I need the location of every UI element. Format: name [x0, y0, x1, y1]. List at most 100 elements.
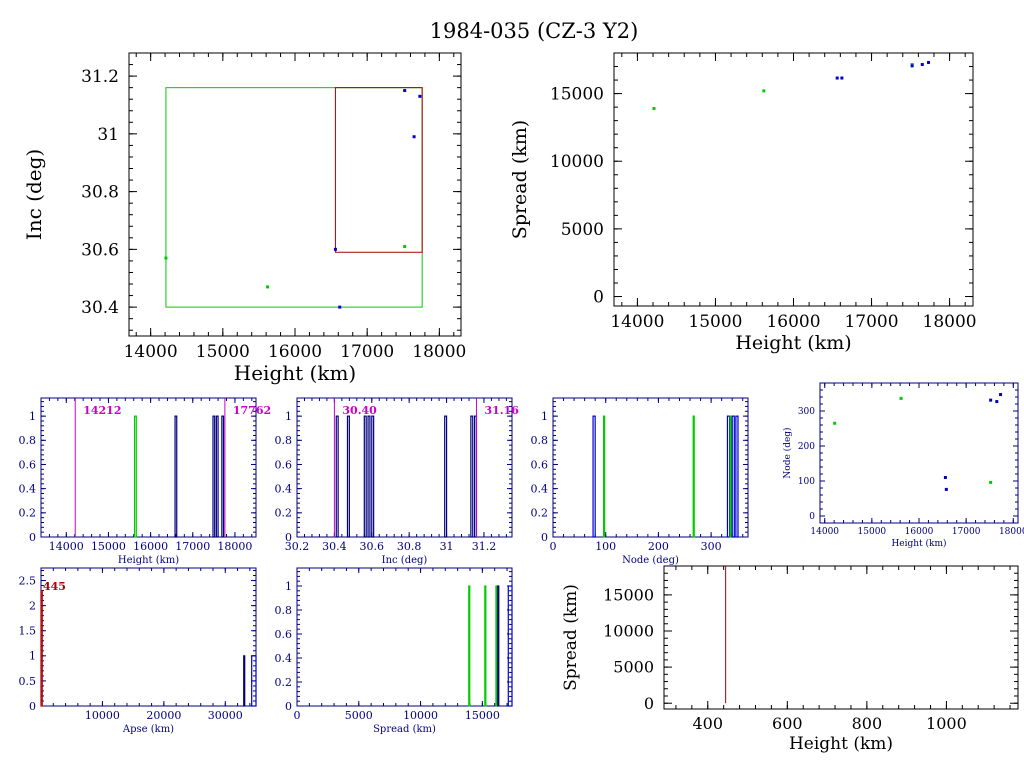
x-tick-label: 16000: [766, 312, 820, 332]
data-point-blue: [995, 400, 999, 404]
x-tick-label: 10000: [403, 709, 438, 722]
chart-hist_node: 0 100 200 300 0 0.2 0.4 0.6 0.8 1 Node (deg): [531, 397, 749, 566]
x-tick-label: 15000: [196, 342, 250, 362]
x-tick-label: 1000: [926, 714, 967, 733]
data-point-blue: [418, 94, 422, 98]
chart-hist_spread: 0 5000 10000 15000 0 0.2 0.4 0.6 0.8 1 Spread (km): [275, 567, 513, 735]
histogram-bar: [174, 415, 178, 538]
x-tick-label: 0: [294, 709, 301, 722]
y-axis-label: Inc (deg): [22, 149, 46, 240]
data-point-blue: [910, 64, 914, 68]
y-tick-label: 5000: [561, 220, 604, 240]
x-tick-label: 30.4: [322, 540, 347, 553]
histogram-bar: [221, 415, 225, 538]
y-tick-label: 0.2: [19, 507, 37, 520]
data-point-blue: [943, 476, 947, 479]
y-tick-label: 10000: [603, 622, 654, 641]
histogram-bar: [592, 415, 596, 538]
histogram-bar: [729, 415, 732, 538]
x-tick-label: 17000: [340, 342, 394, 362]
y-tick-label: 2.5: [19, 574, 37, 587]
x-tick-label: 14000: [124, 342, 178, 362]
apse-annotation: 445: [43, 580, 66, 593]
x-tick-label: 14000: [610, 312, 664, 332]
range-box-green: [165, 87, 423, 308]
chart-hist_inc: 30.2 30.4 30.6 30.8 31 31.2 0 0.2 0.4 0.6 0.8 1 Inc …: [275, 397, 519, 566]
histogram-bar: [371, 415, 375, 538]
y-tick-label: 0.4: [19, 483, 37, 496]
y-tick-label: 0.6: [19, 458, 37, 471]
data-point-green: [164, 256, 168, 260]
x-tick-label: 5000: [345, 709, 373, 722]
y-tick-label: 15000: [550, 85, 604, 105]
y-tick-label: 1: [541, 410, 548, 423]
chart-inc_vs_height: 14000 15000 16000 17000 18000 30.4 30.6 30.8 31 3…: [22, 52, 466, 385]
x-axis-label: Height (km): [118, 555, 179, 566]
y-tick-label: 1: [29, 410, 36, 423]
x-axis-label: Apse (km): [122, 724, 174, 735]
x-tick-label: 18000: [999, 527, 1024, 537]
x-tick-label: 18000: [923, 312, 977, 332]
data-point-blue: [999, 393, 1003, 397]
y-axis-label: Spread (km): [561, 584, 581, 691]
x-tick-label: 30000: [208, 709, 243, 722]
histogram-bar: [731, 415, 735, 538]
x-axis-label: Node (deg): [622, 555, 679, 566]
plot-frame: [40, 567, 257, 707]
data-point-blue: [338, 305, 342, 309]
y-tick-label: 0: [644, 694, 654, 713]
histogram-bar: [335, 415, 339, 538]
x-tick-label: 31: [440, 540, 454, 553]
histogram-bar: [497, 585, 500, 707]
x-axis-label: Height (km): [891, 538, 946, 549]
plot-frame: [552, 397, 749, 538]
y-tick-label: 5000: [613, 658, 654, 677]
histogram-bar: [726, 415, 731, 538]
x-axis-label: Height (km): [234, 361, 356, 385]
data-point-blue: [840, 76, 844, 80]
y-tick-label: 0.2: [531, 507, 549, 520]
page-title: 1984-035 (CZ-3 Y2): [430, 19, 639, 43]
x-axis-label: Spread (km): [373, 724, 436, 735]
x-tick-label: 17000: [844, 312, 898, 332]
histogram-bar: [212, 415, 216, 538]
histogram-bar: [470, 415, 474, 538]
y-tick-label: 15000: [603, 585, 654, 604]
x-tick-label: 400: [692, 714, 723, 733]
histogram-bar: [444, 415, 448, 538]
data-point-blue: [989, 398, 993, 402]
y-tick-label: 0.4: [275, 652, 293, 665]
chart-spread_vs_height: 14000 15000 16000 17000 18000 0 5000 10000 15000…: [509, 52, 977, 354]
y-tick-label: 0.6: [531, 458, 549, 471]
x-tick-label: 31.2: [472, 540, 497, 553]
data-point-green: [899, 396, 903, 400]
y-tick-label: 10000: [550, 152, 604, 172]
histogram-bar: [468, 585, 471, 707]
x-tick-label: 800: [852, 714, 883, 733]
plot-frame: [40, 397, 257, 538]
y-tick-label: 300: [798, 407, 815, 417]
y-tick-label: 0.2: [275, 507, 293, 520]
data-point-green: [266, 285, 270, 289]
y-tick-label: 31: [97, 125, 119, 145]
y-tick-label: 1: [29, 650, 36, 663]
y-tick-label: 0: [593, 287, 604, 307]
y-tick-label: 0.8: [531, 434, 549, 447]
x-tick-label: 18000: [412, 342, 466, 362]
x-tick-label: 30.2: [285, 540, 310, 553]
histogram-bar: [735, 415, 739, 538]
x-tick-label: 15000: [688, 312, 742, 332]
x-tick-label: 15000: [465, 709, 500, 722]
plot-frame: [296, 397, 513, 538]
data-point-green: [403, 244, 407, 248]
x-tick-label: 20000: [146, 709, 181, 722]
data-point-green: [989, 480, 993, 484]
x-tick-label: 200: [648, 540, 669, 553]
histogram-bar: [243, 655, 246, 707]
data-point-blue: [835, 76, 839, 80]
y-tick-label: 31.2: [81, 67, 119, 87]
plot-frame: [296, 567, 513, 707]
histogram-bar: [602, 415, 606, 538]
data-point-blue: [403, 89, 407, 93]
y-tick-label: 1: [285, 580, 292, 593]
